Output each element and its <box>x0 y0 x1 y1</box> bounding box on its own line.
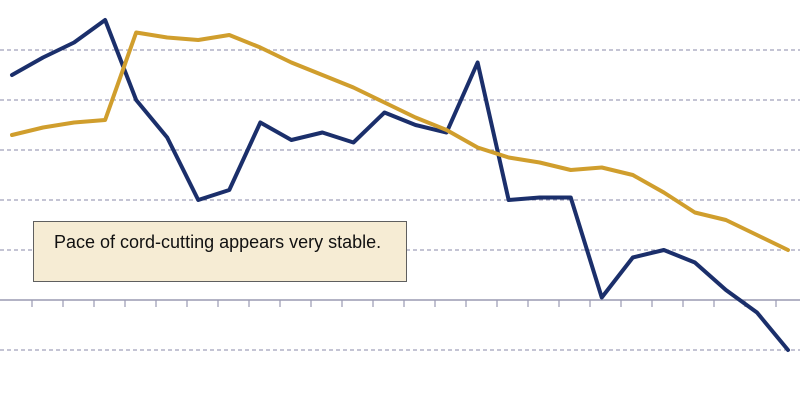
annotation-text: Pace of cord-cutting appears very stable… <box>54 232 382 252</box>
series-line-2 <box>10 30 790 252</box>
series-line-1 <box>10 18 790 352</box>
annotation-box: Pace of cord-cutting appears very stable… <box>33 221 407 282</box>
